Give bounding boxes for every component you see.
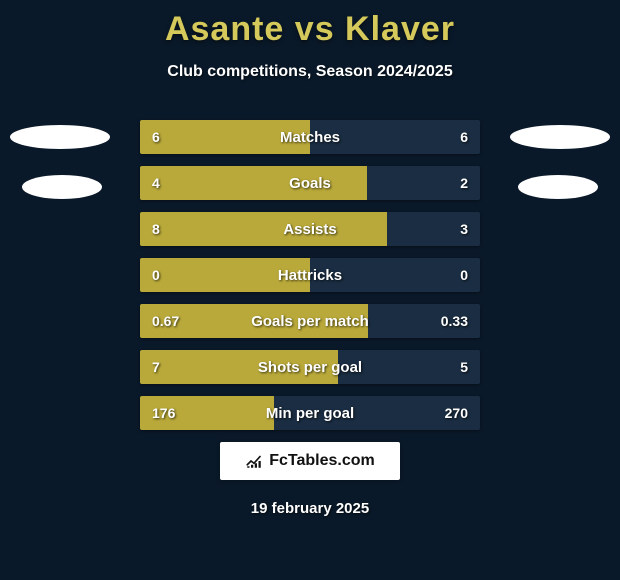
stat-label: Hattricks: [140, 258, 480, 292]
branding-badge: FcTables.com: [220, 442, 400, 480]
stat-value-right: 0.33: [441, 304, 468, 338]
player-right-ellipse-2: [518, 175, 598, 199]
stat-value-right: 6: [460, 120, 468, 154]
stat-value-left: 0.67: [152, 304, 179, 338]
stat-label: Assists: [140, 212, 480, 246]
stat-row: Goals4 2: [140, 166, 480, 200]
player-right-ellipse-1: [510, 125, 610, 149]
branding-text: FcTables.com: [269, 452, 375, 470]
stat-value-left: 4: [152, 166, 160, 200]
stat-value-right: 0: [460, 258, 468, 292]
page-title: Asante vs Klaver: [0, 0, 620, 49]
stat-row: Assists8 3: [140, 212, 480, 246]
stat-value-left: 8: [152, 212, 160, 246]
player-left-ellipse-1: [10, 125, 110, 149]
player-left-ellipse-2: [22, 175, 102, 199]
stat-value-right: 3: [460, 212, 468, 246]
chart-icon: [245, 452, 263, 470]
subtitle: Club competitions, Season 2024/2025: [0, 63, 620, 81]
stat-row: Shots per goal7 5: [140, 350, 480, 384]
stat-row: Hattricks0 0: [140, 258, 480, 292]
stat-label: Shots per goal: [140, 350, 480, 384]
stat-value-left: 176: [152, 396, 175, 430]
stats-bars: Matches6 6 Goals4 2 Assists8 3 Hattricks0 0 Goal…: [140, 120, 480, 442]
stat-label: Matches: [140, 120, 480, 154]
stat-label: Min per goal: [140, 396, 480, 430]
stat-value-right: 270: [445, 396, 468, 430]
footer-date: 19 february 2025: [0, 500, 620, 517]
stat-row: Goals per match0.67 0.33: [140, 304, 480, 338]
stat-value-left: 6: [152, 120, 160, 154]
stat-row: Matches6 6: [140, 120, 480, 154]
stat-value-left: 0: [152, 258, 160, 292]
stat-value-left: 7: [152, 350, 160, 384]
stat-label: Goals: [140, 166, 480, 200]
stat-value-right: 5: [460, 350, 468, 384]
stat-label: Goals per match: [140, 304, 480, 338]
stat-row: Min per goal176 270: [140, 396, 480, 430]
stat-value-right: 2: [460, 166, 468, 200]
